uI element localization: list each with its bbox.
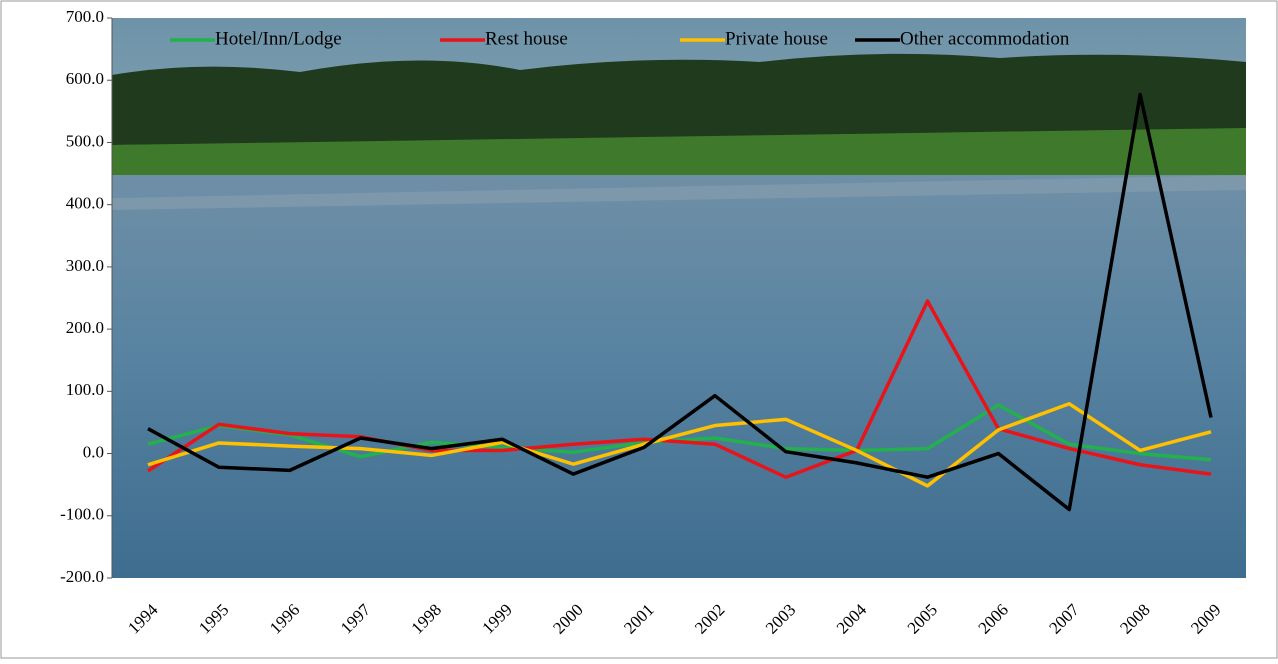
y-tick-label: 400.0 [66,194,104,213]
y-tick-label: 500.0 [66,131,104,150]
x-tick-label: 1997 [337,600,375,638]
x-tick-label: 1998 [408,600,445,637]
x-tick-label: 1999 [478,600,515,637]
y-tick-label: 600.0 [66,69,104,88]
x-tick-label: 2002 [691,600,728,637]
y-tick-label: 300.0 [66,256,104,275]
y-tick-label: 100.0 [66,380,104,399]
x-tick-label: 2007 [1045,600,1083,638]
x-tick-label: 2008 [1116,600,1153,637]
x-tick-label: 2006 [975,600,1012,637]
x-tick-label: 1994 [124,600,162,638]
x-tick-label: 2003 [762,600,799,637]
legend-label: Private house [725,28,828,49]
y-tick-label: -200.0 [60,567,104,586]
x-tick-label: 2009 [1187,600,1224,637]
y-tick-label: -100.0 [60,505,104,524]
x-tick-label: 2000 [549,600,586,637]
x-tick-label: 2004 [833,600,871,638]
legend-label: Rest house [485,28,568,49]
chart: -200.0 -100.0 0.0 100.0 200.0 300.0 400.0 500.0… [0,0,1278,659]
y-tick-label: 0.0 [83,442,104,461]
x-tick-label: 1995 [195,600,232,637]
x-tick-label: 2001 [620,600,657,637]
y-tick-label: 200.0 [66,318,104,337]
legend-label: Hotel/Inn/Lodge [215,28,342,49]
legend-label: Other accommodation [900,28,1070,49]
x-tick-label: 2005 [904,600,941,637]
y-tick-label: 700.0 [66,7,104,26]
x-tick-label: 1996 [266,600,303,637]
background-photo [112,18,1246,578]
